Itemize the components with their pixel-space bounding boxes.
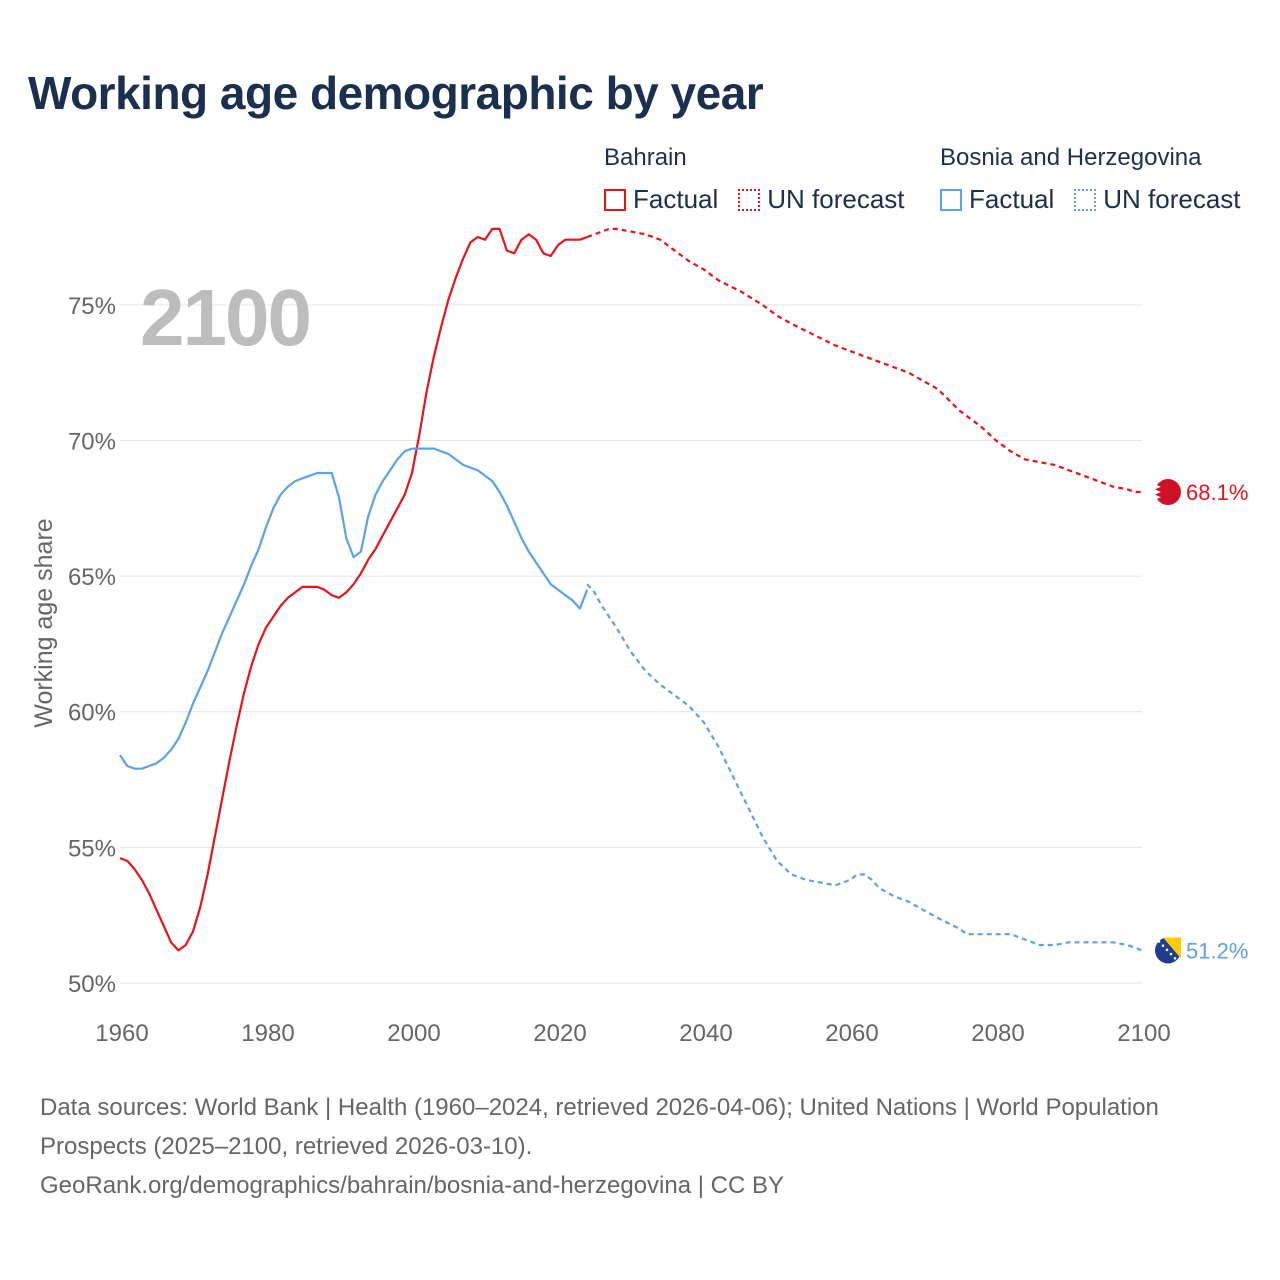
flag-icon-bahrain (1155, 478, 1181, 505)
legend-item-bahrain-factual[interactable]: Factual (604, 184, 718, 215)
legend-label-forecast: UN forecast (767, 184, 905, 214)
end-value-label-bosnia: 51.2% (1186, 938, 1248, 963)
end-value-label-bahrain: 68.1% (1186, 480, 1248, 505)
x-tick-label: 2060 (825, 1020, 878, 1047)
legend-item-bosnia-factual[interactable]: Factual (940, 184, 1054, 215)
source-line-1: Data sources: World Bank | Health (1960–… (40, 1094, 1159, 1160)
x-tick-label: 2080 (971, 1020, 1024, 1047)
source-line-2: GeoRank.org/demographics/bahrain/bosnia-… (40, 1172, 784, 1199)
legend-label-forecast: UN forecast (1103, 184, 1241, 214)
legend-group-bosnia: Bosnia and Herzegovina Factual UN foreca… (940, 144, 1241, 215)
y-axis-label: Working age share (30, 518, 58, 727)
y-axis-ticks: 50% 55% 60% 65% 70% 75% (68, 293, 116, 998)
flag-icon-bosnia (1155, 937, 1181, 964)
legend-label-factual: Factual (633, 184, 719, 214)
legend-country-bosnia: Bosnia and Herzegovina (940, 144, 1202, 171)
series-line-bosnia-factual[interactable] (119, 447, 589, 770)
legend-group-bahrain: Bahrain Factual UN forecast (604, 144, 905, 215)
series-layer (119, 227, 1143, 952)
y-tick-label: 65% (68, 564, 116, 591)
y-tick-label: 55% (68, 835, 116, 862)
legend-swatch-dotted (738, 188, 761, 211)
y-tick-label: 50% (68, 971, 116, 998)
x-axis-ticks: 1960 1980 2000 2020 2040 2060 2080 2100 (95, 1020, 1170, 1047)
x-tick-label: 2100 (1117, 1020, 1170, 1047)
legend-swatch-dotted (1074, 188, 1097, 211)
line-chart: 50% 55% 60% 65% 70% 75% 1960 1980 2000 2020 2040 2… (30, 227, 1248, 1047)
legend-swatch-solid (940, 188, 962, 211)
series-line-bahrain-factual[interactable] (119, 227, 588, 952)
x-tick-label: 1980 (241, 1020, 294, 1047)
legend-label-factual: Factual (969, 184, 1055, 214)
legend-item-bahrain-forecast[interactable]: UN forecast (738, 184, 905, 215)
series-line-bahrain-forecast[interactable] (586, 227, 1142, 494)
legend-item-bosnia-forecast[interactable]: UN forecast (1074, 184, 1241, 215)
grid-layer (120, 304, 1142, 984)
series-line-bosnia-forecast[interactable] (586, 583, 1143, 952)
legend-country-bahrain: Bahrain (604, 144, 687, 171)
year-watermark: 2100 (140, 273, 312, 362)
x-tick-label: 1960 (95, 1020, 148, 1047)
y-tick-label: 70% (68, 428, 116, 455)
chart-title: Working age demographic by year (28, 67, 764, 119)
x-tick-label: 2000 (387, 1020, 440, 1047)
end-labels: 68.1% 51.2% (1155, 478, 1248, 964)
x-tick-label: 2040 (679, 1020, 732, 1047)
x-tick-label: 2020 (533, 1020, 586, 1047)
y-tick-label: 75% (68, 293, 116, 320)
y-tick-label: 60% (68, 700, 116, 727)
legend-swatch-solid (604, 188, 626, 211)
source-note: Data sources: World Bank | Health (1960–… (40, 1088, 1240, 1205)
